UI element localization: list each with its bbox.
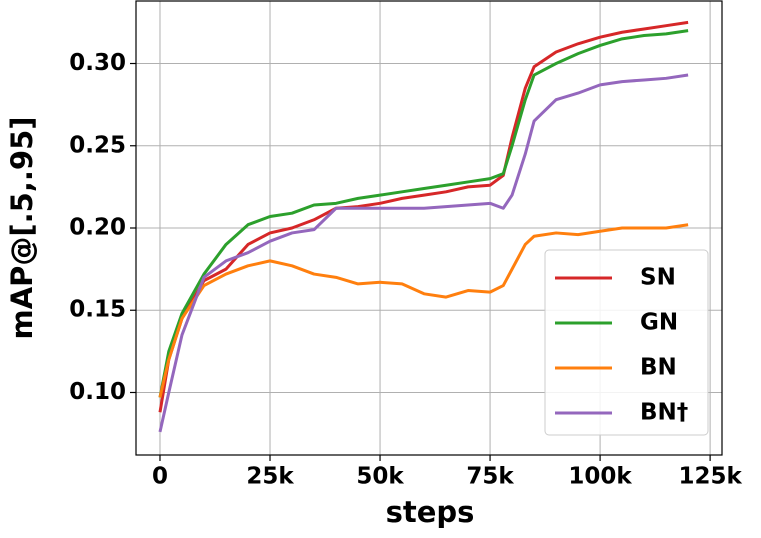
plot-frame [135, 0, 723, 456]
x-tick-label: 25k [246, 464, 294, 490]
x-tick-label: 100k [568, 464, 632, 490]
legend-label: BN† [640, 400, 688, 426]
series-line [158, 73, 689, 433]
y-tick-label: 0.30 [69, 50, 126, 76]
y-tick-label: 0.10 [69, 379, 126, 405]
series-line [158, 29, 689, 398]
legend-label: SN [640, 265, 676, 291]
legend-label: BN [640, 355, 677, 381]
x-tick-label: 75k [466, 464, 514, 490]
series-line [158, 223, 689, 398]
y-axis-label: mAP@[.5,.95] [5, 116, 39, 339]
x-axis-label: steps [386, 495, 475, 529]
y-tick-label: 0.15 [69, 297, 126, 323]
legend-box [544, 249, 709, 436]
y-tick-label: 0.20 [69, 215, 126, 241]
x-tick-label: 50k [356, 464, 404, 490]
y-tick-label: 0.25 [69, 132, 126, 158]
x-tick-label: 125k [678, 464, 742, 490]
legend-label: GN [640, 310, 678, 336]
x-tick-label: 0 [152, 464, 168, 490]
